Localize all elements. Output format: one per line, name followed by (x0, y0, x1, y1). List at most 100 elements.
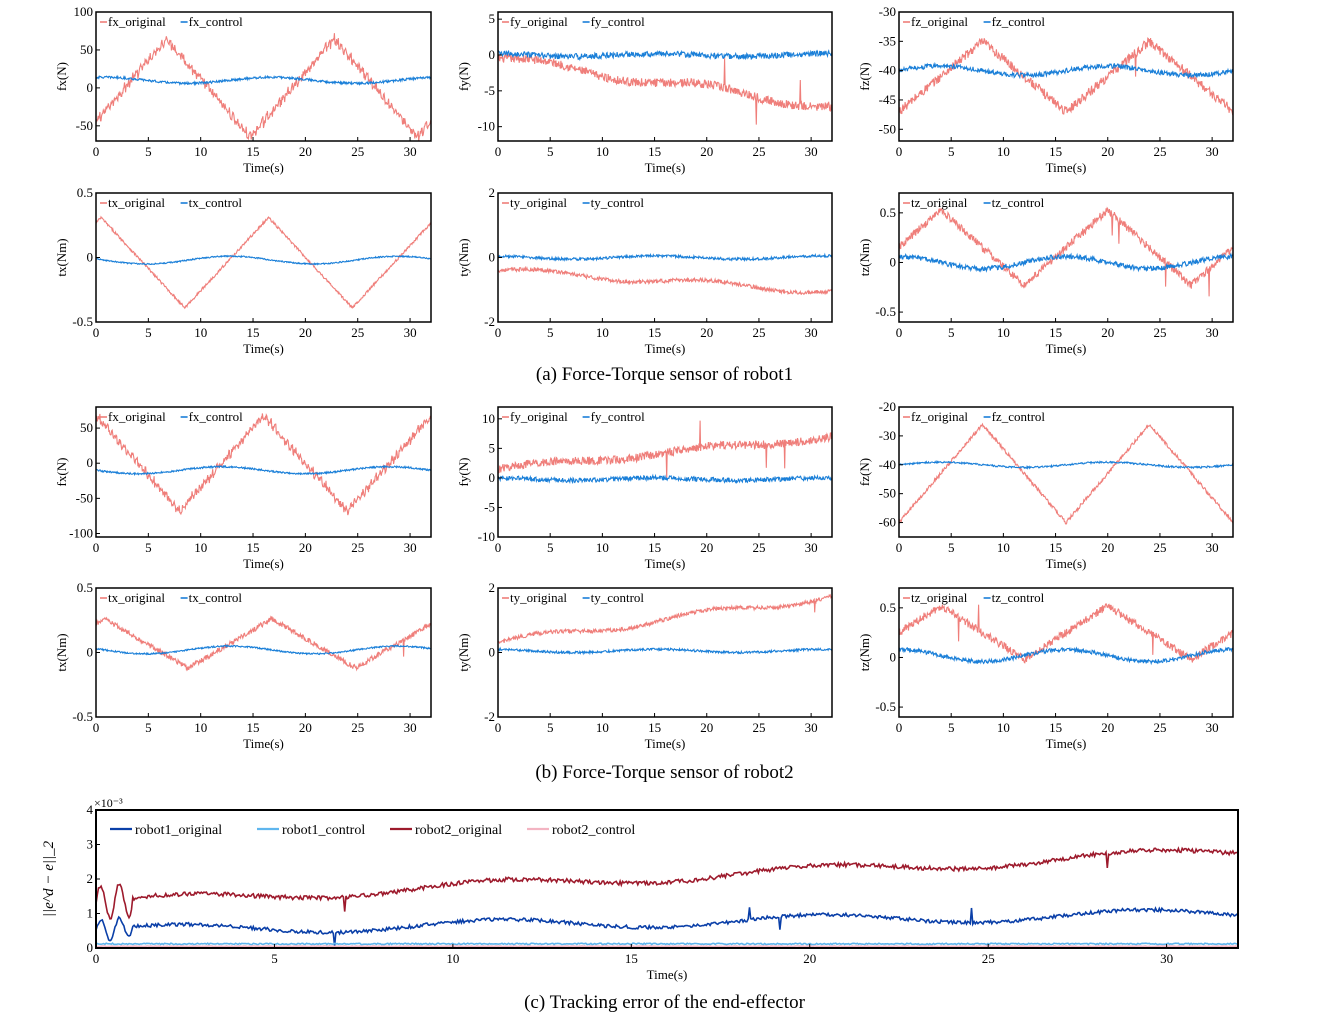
x-tick-label: 5 (145, 325, 152, 340)
x-tick-label: 10 (194, 144, 207, 159)
legend-label-fy_original: fy_original (510, 409, 568, 424)
x-tick-label: 0 (93, 540, 100, 555)
x-tick-label: 15 (247, 325, 260, 340)
y-tick-label: -20 (879, 399, 896, 414)
x-tick-label: 5 (547, 540, 554, 555)
legend-label-tz_original: tz_original (911, 195, 968, 210)
legend-label-fz_original: fz_original (911, 14, 968, 29)
x-tick-label: 20 (700, 720, 713, 735)
y-tick-label: 0 (87, 250, 94, 265)
series-line-fy_control (498, 49, 832, 62)
x-tick-label: 25 (351, 720, 364, 735)
x-tick-label: 0 (896, 540, 903, 555)
x-tick-label: 0 (93, 720, 100, 735)
y-axis-label: fy(N) (456, 62, 471, 91)
y-axis-label: fz(N) (857, 458, 872, 486)
y-tick-label: -50 (76, 490, 93, 505)
x-tick-label: 20 (299, 720, 312, 735)
x-tick-label: 25 (752, 540, 765, 555)
y-tick-label: 0 (890, 254, 897, 269)
x-tick-label: 20 (700, 144, 713, 159)
x-tick-label: 15 (1049, 720, 1062, 735)
x-tick-label: 10 (596, 720, 609, 735)
legend-label-robot1_control: robot1_control (282, 823, 365, 838)
legend-label-fy_control: fy_control (591, 14, 646, 29)
y-tick-label: -0.5 (875, 304, 896, 319)
legend-label-fz_control: fz_control (992, 14, 1046, 29)
y-tick-label: 10 (482, 411, 495, 426)
y-tick-label: 1 (87, 906, 94, 921)
y-tick-label: 0 (890, 649, 897, 664)
series-line-tx_control (96, 644, 431, 656)
legend-label-robot2_original: robot2_original (415, 823, 502, 838)
legend-label-fx_original: fx_original (108, 14, 166, 29)
series-line-robot1_original (96, 906, 1238, 947)
x-tick-label: 15 (1049, 144, 1062, 159)
y-tick-label: 0 (87, 455, 94, 470)
y-tick-label: -30 (879, 428, 896, 443)
y-tick-label: -60 (879, 515, 896, 530)
y-tick-label: -100 (69, 525, 93, 540)
x-tick-label: 15 (1049, 540, 1062, 555)
y-tick-label: 0 (87, 80, 94, 95)
x-tick-label: 5 (145, 144, 152, 159)
x-tick-label: 25 (1153, 144, 1166, 159)
y-tick-label: -2 (484, 314, 495, 329)
x-tick-label: 10 (596, 325, 609, 340)
y-tick-label: 0 (87, 645, 94, 660)
y-tick-label: -0.5 (72, 709, 93, 724)
x-tick-label: 15 (247, 540, 260, 555)
y-tick-label: 4 (87, 802, 94, 817)
y-tick-label: 0 (489, 47, 496, 62)
y-tick-label: 2 (87, 871, 94, 886)
y-tick-label: -5 (484, 83, 495, 98)
x-tick-label: 25 (1153, 720, 1166, 735)
y-tick-label: -35 (879, 33, 896, 48)
series-line-fx_original (96, 413, 431, 516)
legend-label-tx_control: tx_control (189, 590, 243, 605)
x-tick-label: 25 (752, 325, 765, 340)
x-tick-label: 0 (495, 540, 502, 555)
x-tick-label: 15 (247, 144, 260, 159)
x-tick-label: 20 (700, 325, 713, 340)
x-tick-label: 30 (805, 144, 818, 159)
x-axis-label: Time(s) (243, 341, 284, 356)
y-tick-label: 0.5 (77, 580, 93, 595)
y-tick-label: -2 (484, 709, 495, 724)
x-tick-label: 10 (596, 540, 609, 555)
legend-label-ty_control: ty_control (591, 195, 645, 210)
x-tick-label: 25 (752, 144, 765, 159)
y-tick-label: -0.5 (875, 699, 896, 714)
x-tick-label: 25 (752, 720, 765, 735)
series-line-tz_original (899, 602, 1233, 664)
x-tick-label: 30 (1206, 325, 1219, 340)
y-axis-label: tz(Nm) (857, 239, 872, 277)
x-tick-label: 0 (93, 144, 100, 159)
x-tick-label: 5 (145, 540, 152, 555)
chart-r1_tx: 0.50-0.50 5 10 15 20 25 30Time(s)tx(Nm)tx_orig… (54, 185, 432, 356)
series-line-robot1_control (96, 942, 1238, 946)
x-axis-label: Time(s) (1046, 556, 1087, 571)
series-line-fy_original (498, 52, 832, 125)
chart-r2_tz: 0.50-0.50 5 10 15 20 25 30Time(s)tz(Nm)tz_orig… (857, 587, 1234, 751)
caption-c: (c) Tracking error of the end-effector (524, 992, 805, 1013)
x-tick-label: 5 (145, 720, 152, 735)
y-axis-label: tx(Nm) (54, 238, 69, 276)
x-axis-label: Time(s) (647, 967, 688, 982)
x-tick-label: 30 (1206, 144, 1219, 159)
series-line-tz_original (899, 206, 1233, 297)
x-tick-label: 15 (648, 144, 661, 159)
chart-r2_tx: 0.50-0.50 5 10 15 20 25 30Time(s)tx(Nm)tx_orig… (54, 580, 432, 751)
x-tick-label: 20 (299, 540, 312, 555)
plot-frame (497, 11, 833, 142)
legend-label-ty_original: ty_original (510, 195, 567, 210)
x-axis-label: Time(s) (243, 556, 284, 571)
y-tick-label: 50 (80, 420, 93, 435)
x-tick-label: 30 (805, 720, 818, 735)
chart-r1_fz: -30 -35 -40 -45 -500 5 10 15 20 25 30 Time(s) fz(N) f… (857, 4, 1234, 175)
series-line-fy_control (498, 473, 832, 485)
series-line-tz_control (899, 252, 1233, 273)
x-axis-label: Time(s) (243, 160, 284, 175)
chart-r1_fy: 50-5-100 5 10 15 20 25 30Time(s)fy(N)fy_origin… (456, 11, 833, 175)
